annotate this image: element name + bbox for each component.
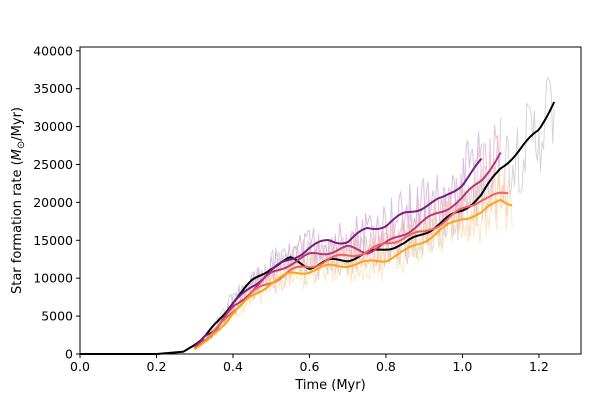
y-axis-label: Star formation rate (M⊙/Myr) — [10, 107, 27, 294]
y-tick-label: 10000 — [33, 271, 73, 286]
y-tick-label: 40000 — [33, 43, 73, 58]
y-tick-label: 0 — [65, 347, 73, 362]
y-tick-label: 35000 — [33, 81, 73, 96]
x-axis-label: Time (Myr) — [294, 378, 365, 393]
x-tick-label: 1.2 — [529, 359, 549, 374]
x-tick-label: 0.6 — [300, 359, 320, 374]
x-tick-label: 0.4 — [223, 359, 243, 374]
x-tick-label: 0.8 — [376, 359, 396, 374]
y-axis: 0 5000 10000 15000 20000 25000 30000 35000 40000 — [33, 43, 80, 362]
y-tick-label: 30000 — [33, 119, 73, 134]
series-line — [194, 152, 502, 349]
series-line — [80, 101, 556, 355]
x-axis: 0.0 0.2 0.4 0.6 0.8 1.0 1.2 — [70, 354, 549, 374]
y-tick-label: 15000 — [33, 233, 73, 248]
y-tick-label: 25000 — [33, 157, 73, 172]
smoothed-series-layer — [80, 101, 556, 355]
series-line — [194, 198, 513, 351]
raw-series-line — [80, 76, 555, 355]
y-tick-label: 20000 — [33, 195, 73, 210]
x-tick-label: 1.0 — [452, 359, 472, 374]
y-tick-label: 5000 — [41, 309, 73, 324]
raw-series-layer — [80, 76, 555, 355]
plot-frame — [79, 46, 582, 355]
x-tick-label: 0.2 — [147, 359, 167, 374]
x-tick-label: 0.0 — [70, 359, 90, 374]
series-line — [194, 157, 483, 348]
